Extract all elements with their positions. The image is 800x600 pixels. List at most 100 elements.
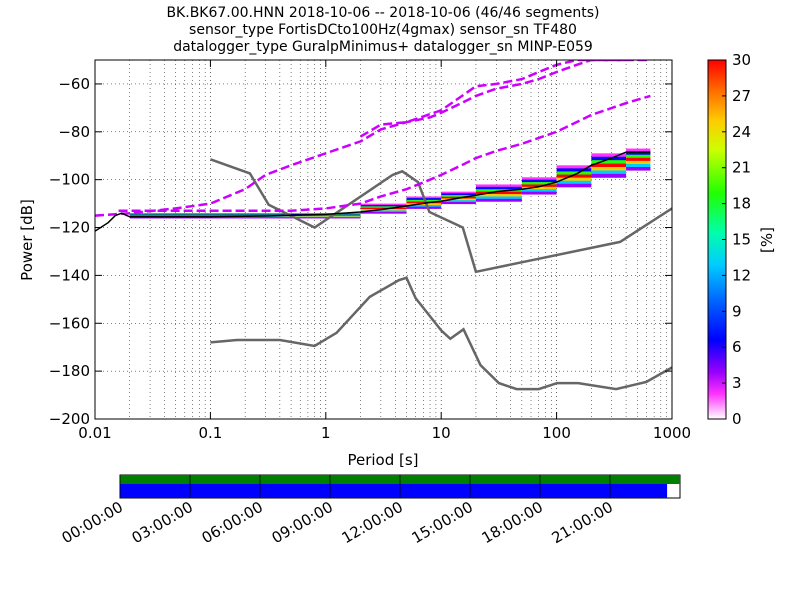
high-noise-model-line: [209, 158, 672, 274]
density-band-cell: [475, 191, 522, 195]
density-band-cell: [556, 174, 592, 179]
density-band-cell: [475, 198, 522, 202]
x-tick-label: 0.1: [198, 424, 222, 442]
density-band-cell: [360, 206, 407, 209]
x-tick-label: 100: [542, 424, 571, 442]
density-band-cell: [360, 210, 407, 213]
density-band-cell: [556, 180, 592, 185]
mode-line: [95, 151, 651, 232]
density-band-cell: [129, 213, 361, 215]
colorbar-tick-label: 6: [732, 338, 742, 356]
colorbar-tick-label: 30: [732, 51, 751, 69]
density-band-cell: [591, 170, 627, 175]
density-band-cell: [441, 201, 476, 205]
density-band-cell: [556, 177, 592, 182]
density-band-cell: [521, 179, 557, 183]
low-noise-model-line: [210, 276, 672, 391]
colorbar: 0 3 6 9 12 15 18 21 24 27 30 [%]: [707, 51, 776, 428]
density-band-cell: [521, 186, 557, 190]
colorbar-tick-label: 18: [732, 195, 751, 213]
title-line-2: sensor_type FortisDCto100Hz(4gmax) senso…: [189, 22, 577, 38]
colorbar-ticks: 0 3 6 9 12 15 18 21 24 27 30: [722, 51, 751, 428]
timeline-tick-label: 00:00:00: [59, 498, 126, 547]
timeline-tick-label: 15:00:00: [409, 498, 476, 547]
density-band-cell: [591, 167, 627, 171]
x-axis-label: Period [s]: [347, 451, 418, 469]
x-tick-label: 1000: [653, 424, 691, 442]
x-tick-label: 0.01: [78, 424, 111, 442]
title-line-1: BK.BK67.00.HNN 2018-10-06 -- 2018-10-06 …: [166, 5, 599, 21]
density-band-cell: [129, 216, 361, 218]
y-tick-label: −60: [58, 75, 90, 93]
density-band-cell: [626, 151, 651, 156]
y-tick-label: −200: [49, 410, 90, 428]
colorbar-tick-label: 0: [732, 410, 742, 428]
density-band-cell: [626, 167, 651, 171]
density-band-cell: [406, 203, 442, 206]
density-band-cell: [521, 189, 557, 193]
density-band-cell: [591, 163, 627, 168]
density-band-cell: [521, 177, 557, 181]
y-tick-label: −140: [49, 266, 90, 284]
y-tick-label: −80: [58, 123, 90, 141]
density-band-cell: [441, 191, 476, 194]
density-band-cell: [441, 195, 476, 198]
density-band-cell: [475, 186, 522, 190]
density-band-cell: [521, 182, 557, 185]
coverage-timeline: 00:00:00 03:00:00 06:00:00 09:00:00 12:00:00…: [59, 474, 681, 547]
y-tick-label: −120: [49, 219, 90, 237]
colorbar-tick-label: 27: [732, 87, 751, 105]
colorbar-tick-label: 12: [732, 266, 751, 284]
density-band-cell: [441, 198, 476, 201]
colorbar-tick-label: 24: [732, 123, 751, 141]
percentile-line: [118, 94, 651, 213]
colorbar-tick-label: 15: [732, 231, 751, 249]
density-band-cell: [556, 183, 592, 188]
density-band-cell: [406, 204, 442, 208]
plot-area: 0.01 0.1 1 10 100 1000 −60 −80 −100 −120 −140 −160 −…: [49, 59, 691, 442]
density-band-cell: [441, 193, 476, 196]
timeline-tick-label: 18:00:00: [479, 498, 546, 547]
density-band-cell: [406, 206, 442, 209]
density-band-cell: [556, 171, 592, 176]
percentile-line: [95, 60, 651, 217]
title-line-3: datalogger_type GuralpMinimus+ datalogge…: [173, 39, 593, 55]
density-band-cell: [591, 153, 627, 158]
density-band-cell: [441, 200, 476, 203]
density-band-cell: [626, 163, 651, 168]
plot-frame: [94, 59, 673, 420]
density-band-cell: [406, 199, 442, 203]
density-band-cell: [360, 204, 407, 207]
density-band-cell: [360, 203, 407, 206]
density-band-cell: [360, 209, 407, 211]
density-band-cell: [626, 160, 651, 165]
colorbar-tick-label: 9: [732, 302, 742, 320]
timeline-tick-label: 09:00:00: [269, 498, 336, 547]
density-band-cell: [129, 213, 361, 216]
density-band-cell: [626, 154, 651, 159]
density-band-cell: [591, 173, 627, 178]
density-band-cell: [475, 194, 522, 197]
curves: [95, 60, 672, 391]
colorbar-tick-label: 3: [732, 374, 742, 392]
density-band-cell: [475, 196, 522, 200]
density-band-cell: [626, 157, 651, 162]
density-band-cell: [626, 148, 651, 153]
density-band-cell: [360, 211, 407, 214]
density-band-cell: [556, 168, 592, 172]
x-tick-label: 10: [432, 424, 451, 442]
y-tick-label: −100: [49, 171, 90, 189]
axis-ticks: 0.01 0.1 1 10 100 1000 −60 −80 −100 −120 −140 −160 −…: [49, 60, 691, 442]
timeline-tick-label: 06:00:00: [199, 498, 266, 547]
timeline-tick-label: 21:00:00: [549, 498, 616, 547]
timeline-tick-label: 03:00:00: [129, 498, 196, 547]
colorbar-tick-label: 21: [732, 159, 751, 177]
y-axis-label: Power [dB]: [18, 199, 36, 281]
plot-background: [95, 60, 672, 419]
y-tick-label: −180: [49, 362, 90, 380]
density-band-cell: [521, 191, 557, 195]
density-band-cell: [475, 184, 522, 188]
colorbar-label: [%]: [758, 227, 776, 253]
x-tick-label: 1: [321, 424, 331, 442]
